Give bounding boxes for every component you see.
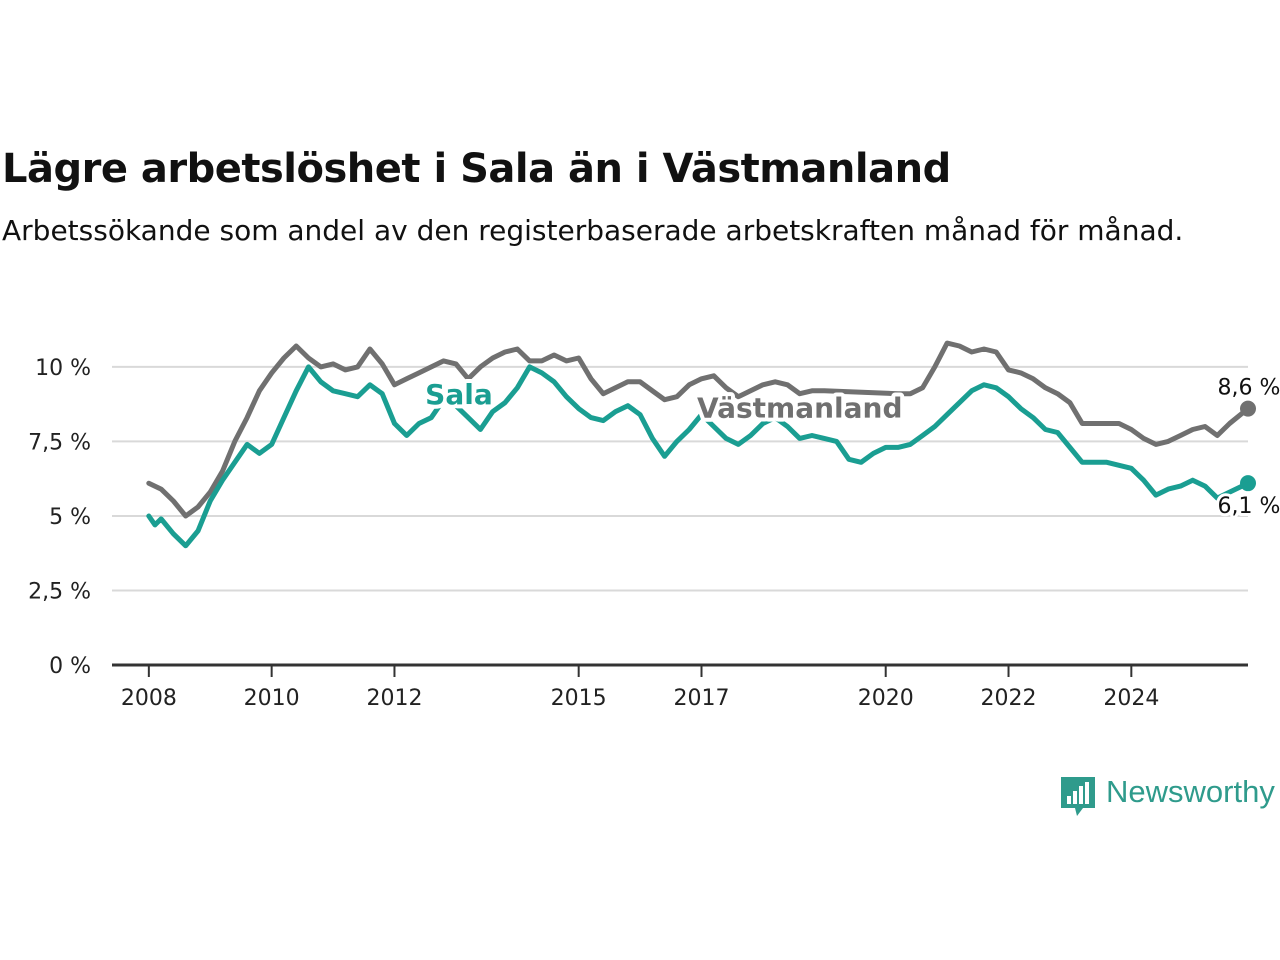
x-tick-label: 2015 (551, 686, 607, 711)
series-name-label: Västmanland (697, 392, 903, 425)
x-tick-label: 2020 (858, 686, 914, 711)
y-axis-ticks: 0 % 2,5 % 5 % 7,5 % 10 % (28, 356, 91, 679)
y-tick-label: 2,5 % (28, 579, 91, 604)
chart-title: Lägre arbetslöshet i Sala än i Västmanla… (2, 146, 951, 192)
x-tick-label: 2012 (366, 686, 422, 711)
x-tick-label: 2008 (121, 686, 177, 711)
series-end-marker (1240, 475, 1256, 492)
y-tick-label: 7,5 % (28, 430, 91, 455)
series-labels: Västmanland 8,6 % Sala 6,1 % (421, 373, 1280, 523)
grid-lines (112, 365, 1248, 592)
x-tick-label: 2017 (673, 686, 729, 711)
bar-chart-speech-bubble-icon (1061, 777, 1095, 816)
series-end-marker (1240, 400, 1256, 417)
series-end-value-label: 8,6 % (1218, 376, 1280, 401)
series-line-västmanland (146, 340, 1251, 519)
chart-subtitle: Arbetssökande som andel av den registerb… (2, 214, 1184, 247)
x-tick-label: 2024 (1103, 686, 1159, 711)
x-tick-label: 2022 (981, 686, 1037, 711)
newsworthy-logo: Newsworthy (1058, 772, 1280, 820)
x-axis-ticks: 2008 2010 2012 2015 2017 2020 2022 2024 (112, 663, 1248, 711)
series-end-value-label: 6,1 % (1218, 494, 1280, 519)
logo-text: Newsworthy (1106, 774, 1275, 809)
x-tick-label: 2010 (244, 686, 300, 711)
series-name-label: Sala (425, 378, 493, 411)
series-line-sala (146, 364, 1251, 549)
y-tick-label: 10 % (35, 356, 91, 381)
y-tick-label: 0 % (49, 654, 91, 679)
y-tick-label: 5 % (49, 505, 91, 530)
series-lines (146, 340, 1256, 549)
